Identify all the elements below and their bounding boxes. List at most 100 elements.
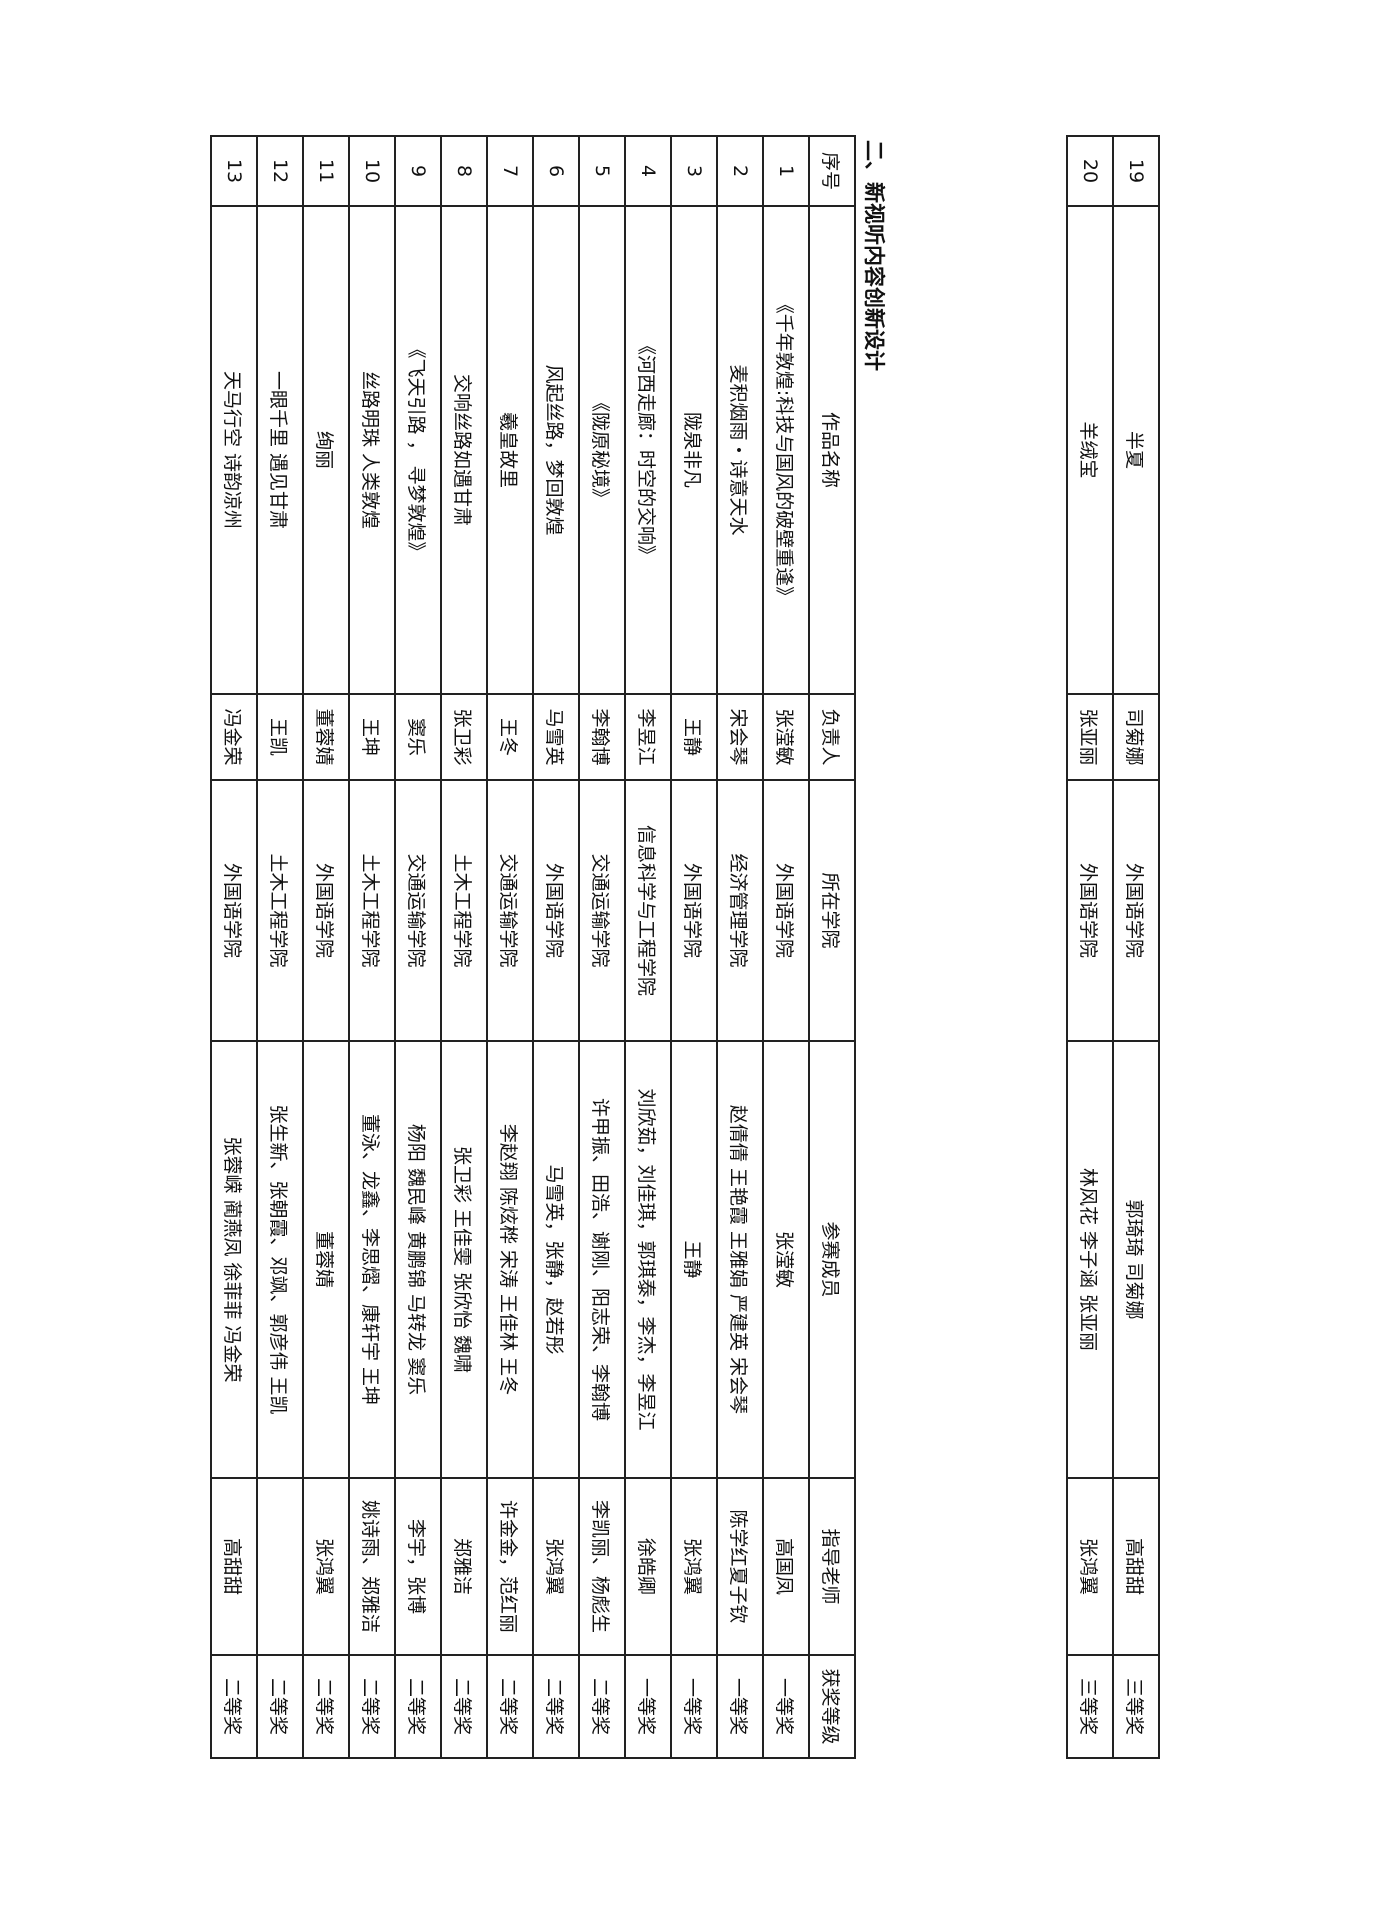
cell-college: 外国语学院 xyxy=(1067,780,1113,1041)
table-row: 5 《陇原秘境》 李翰博 交通运输学院 许甲振、田浩、谢刚、阳志荣、李翰博 李凯丽、杨彪生… xyxy=(579,136,625,1758)
cell-leader: 马雪英 xyxy=(533,694,579,780)
cell-members: 郭琦琦 司菊娜 xyxy=(1113,1041,1159,1478)
table-row: 19 半夏 司菊娜 外国语学院 郭琦琦 司菊娜 高甜甜 三等奖 xyxy=(1113,136,1159,1758)
cell-award: 二等奖 xyxy=(533,1655,579,1758)
table-row: 7 羲皇故里 王冬 交通运输学院 李赵翔 陈炫桦 宋涛 王佳林 王冬 许金金，范红丽 二等奖 xyxy=(487,136,533,1758)
cell-award: 三等奖 xyxy=(1113,1655,1159,1758)
cell-members: 张滢敏 xyxy=(763,1041,809,1478)
cell-award: 二等奖 xyxy=(395,1655,441,1758)
cell-leader: 窦乐 xyxy=(395,694,441,780)
cell-members: 李赵翔 陈炫桦 宋涛 王佳林 王冬 xyxy=(487,1041,533,1478)
table-row: 9 《飞天引路 ， 寻梦敦煌》 窦乐 交通运输学院 杨阳 魏民峰 黄鹏锦 马转龙 窦乐李… xyxy=(395,136,441,1758)
cell-members: 董蓉婧 xyxy=(303,1041,349,1478)
cell-title: 半夏 xyxy=(1113,206,1159,694)
cell-award: 三等奖 xyxy=(1067,1655,1113,1758)
cell-no: 4 xyxy=(625,136,671,206)
table-row: 8 交响丝路如遇甘肃 张卫彩 土木工程学院 张卫彩 王佳雯 张欣怡 魏啸 郑雅洁 二等奖 xyxy=(441,136,487,1758)
cell-advisor: 郑雅洁 xyxy=(441,1478,487,1655)
cell-leader: 李翰博 xyxy=(579,694,625,780)
cell-leader: 冯金荣 xyxy=(211,694,257,780)
cell-members: 许甲振、田浩、谢刚、阳志荣、李翰博 xyxy=(579,1041,625,1478)
table-row: 10 丝路明珠 人类敦煌 王坤 土木工程学院 董泳、龙鑫、李思熠、康轩宇 王坤 姚诗雨、郑… xyxy=(349,136,395,1758)
cell-leader: 王冬 xyxy=(487,694,533,780)
cell-no: 20 xyxy=(1067,136,1113,206)
cell-no: 12 xyxy=(257,136,303,206)
section-heading: 二、新视听内容创新设计 xyxy=(862,140,886,371)
cell-members: 张生新、张朝霞、邓飒、郭彦伟 王凯 xyxy=(257,1041,303,1478)
table-row: 4 《河西走廊：时空的交响》 李昱江 信息科学与工程学院 刘欣茹，刘佳琪，郭琪泰，李杰，… xyxy=(625,136,671,1758)
cell-award: 一等奖 xyxy=(625,1655,671,1758)
cell-title: 《河西走廊：时空的交响》 xyxy=(625,206,671,694)
cell-advisor: 高甜甜 xyxy=(1113,1478,1159,1655)
cell-no: 9 xyxy=(395,136,441,206)
new-audiovisual-awards-table: 序号 作品名称 负责人 所在学院 参赛成员 指导老师 获奖等级 1 《千年敦煌:科… xyxy=(210,135,856,1759)
cell-advisor: 高甜甜 xyxy=(211,1478,257,1655)
cell-members: 赵倩倩 王艳霞 王雅娟 严建英 宋会琴 xyxy=(717,1041,763,1478)
header-advisor: 指导老师 xyxy=(809,1478,855,1655)
cell-advisor: 姚诗雨、郑雅洁 xyxy=(349,1478,395,1655)
cell-college: 外国语学院 xyxy=(671,780,717,1041)
cell-leader: 董蓉婧 xyxy=(303,694,349,780)
cell-award: 二等奖 xyxy=(303,1655,349,1758)
table-row: 6 风起丝路，梦回敦煌 马雪英 外国语学院 马雪英，张静，赵若彤 张鸿翼 二等奖 xyxy=(533,136,579,1758)
cell-college: 信息科学与工程学院 xyxy=(625,780,671,1041)
cell-leader: 张滢敏 xyxy=(763,694,809,780)
cell-title: 交响丝路如遇甘肃 xyxy=(441,206,487,694)
cell-award: 二等奖 xyxy=(579,1655,625,1758)
header-title: 作品名称 xyxy=(809,206,855,694)
cell-no: 10 xyxy=(349,136,395,206)
header-members: 参赛成员 xyxy=(809,1041,855,1478)
cell-college: 交通运输学院 xyxy=(579,780,625,1041)
cell-leader: 王静 xyxy=(671,694,717,780)
cell-members: 张蓉嵘 蔺燕凤 徐菲菲 冯金荣 xyxy=(211,1041,257,1478)
header-no: 序号 xyxy=(809,136,855,206)
cell-college: 土木工程学院 xyxy=(441,780,487,1041)
cell-leader: 王凯 xyxy=(257,694,303,780)
table-row: 3 陇泉非凡 王静 外国语学院 王静 张鸿翼 一等奖 xyxy=(671,136,717,1758)
cell-no: 3 xyxy=(671,136,717,206)
cell-college: 外国语学院 xyxy=(763,780,809,1041)
table-header-row: 序号 作品名称 负责人 所在学院 参赛成员 指导老师 获奖等级 xyxy=(809,136,855,1758)
cell-award: 一等奖 xyxy=(671,1655,717,1758)
cell-title: 羊绒宝 xyxy=(1067,206,1113,694)
previous-awards-table: 19 半夏 司菊娜 外国语学院 郭琦琦 司菊娜 高甜甜 三等奖 20 羊绒宝 张亚丽 外国语学院 林风… xyxy=(1066,135,1160,1759)
cell-leader: 张亚丽 xyxy=(1067,694,1113,780)
cell-advisor: 李凯丽、杨彪生 xyxy=(579,1478,625,1655)
cell-members: 杨阳 魏民峰 黄鹏锦 马转龙 窦乐 xyxy=(395,1041,441,1478)
table-row: 11 绚丽 董蓉婧 外国语学院 董蓉婧 张鸿翼 二等奖 xyxy=(303,136,349,1758)
cell-leader: 李昱江 xyxy=(625,694,671,780)
header-award: 获奖等级 xyxy=(809,1655,855,1758)
cell-award: 二等奖 xyxy=(211,1655,257,1758)
cell-members: 王静 xyxy=(671,1041,717,1478)
cell-advisor: 李宇，张博 xyxy=(395,1478,441,1655)
cell-no: 7 xyxy=(487,136,533,206)
cell-title: 天马行空 诗韵凉州 xyxy=(211,206,257,694)
cell-title: 陇泉非凡 xyxy=(671,206,717,694)
cell-college: 外国语学院 xyxy=(211,780,257,1041)
cell-college: 土木工程学院 xyxy=(349,780,395,1041)
cell-advisor: 陈学红夏子钦 xyxy=(717,1478,763,1655)
cell-leader: 王坤 xyxy=(349,694,395,780)
cell-members: 马雪英，张静，赵若彤 xyxy=(533,1041,579,1478)
cell-advisor: 张鸿翼 xyxy=(303,1478,349,1655)
cell-advisor xyxy=(257,1478,303,1655)
cell-title: 《陇原秘境》 xyxy=(579,206,625,694)
cell-title: 麦积烟雨・诗意天水 xyxy=(717,206,763,694)
table-row: 1 《千年敦煌:科技与国风的破壁重逢》 张滢敏 外国语学院 张滢敏 高国凤 一等奖 xyxy=(763,136,809,1758)
cell-advisor: 高国凤 xyxy=(763,1478,809,1655)
cell-leader: 张卫彩 xyxy=(441,694,487,780)
cell-title: 风起丝路，梦回敦煌 xyxy=(533,206,579,694)
cell-leader: 司菊娜 xyxy=(1113,694,1159,780)
cell-no: 5 xyxy=(579,136,625,206)
cell-award: 一等奖 xyxy=(763,1655,809,1758)
cell-members: 张卫彩 王佳雯 张欣怡 魏啸 xyxy=(441,1041,487,1478)
cell-title: 《飞天引路 ， 寻梦敦煌》 xyxy=(395,206,441,694)
cell-members: 董泳、龙鑫、李思熠、康轩宇 王坤 xyxy=(349,1041,395,1478)
table-row: 20 羊绒宝 张亚丽 外国语学院 林风花 李子涵 张亚丽 张鸿翼 三等奖 xyxy=(1067,136,1113,1758)
cell-title: 《千年敦煌:科技与国风的破壁重逢》 xyxy=(763,206,809,694)
cell-title: 一眼千里 遇见甘肃 xyxy=(257,206,303,694)
cell-college: 经济管理学院 xyxy=(717,780,763,1041)
cell-advisor: 许金金，范红丽 xyxy=(487,1478,533,1655)
cell-no: 19 xyxy=(1113,136,1159,206)
